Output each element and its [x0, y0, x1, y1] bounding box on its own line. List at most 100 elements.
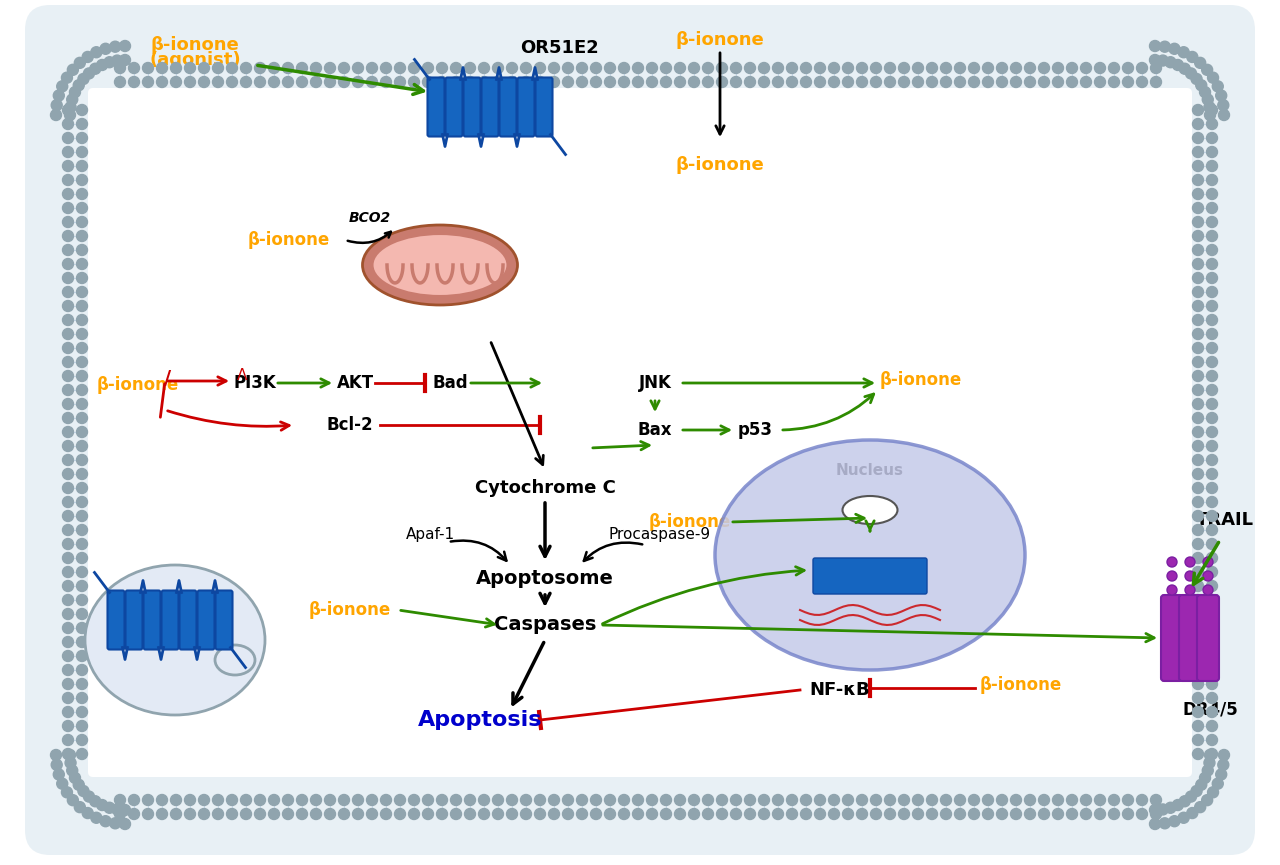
- Circle shape: [1199, 772, 1211, 784]
- Circle shape: [521, 62, 531, 74]
- Circle shape: [156, 794, 168, 805]
- Circle shape: [1207, 399, 1217, 409]
- Circle shape: [507, 794, 517, 805]
- Circle shape: [969, 62, 979, 74]
- Circle shape: [1193, 132, 1203, 144]
- Circle shape: [77, 132, 87, 144]
- Circle shape: [913, 62, 923, 74]
- Circle shape: [535, 76, 545, 87]
- Circle shape: [64, 749, 76, 760]
- Circle shape: [1185, 791, 1197, 802]
- Circle shape: [77, 497, 87, 508]
- Circle shape: [1080, 62, 1092, 74]
- Circle shape: [63, 370, 73, 381]
- Circle shape: [451, 809, 462, 819]
- Circle shape: [63, 300, 73, 311]
- Circle shape: [366, 62, 378, 74]
- Text: PI3K: PI3K: [234, 374, 276, 392]
- Circle shape: [1193, 216, 1203, 227]
- Circle shape: [63, 469, 73, 479]
- Circle shape: [82, 808, 93, 818]
- Circle shape: [422, 794, 434, 805]
- Circle shape: [63, 440, 73, 452]
- Circle shape: [632, 76, 644, 87]
- Circle shape: [77, 175, 87, 185]
- Circle shape: [352, 794, 364, 805]
- Circle shape: [618, 76, 630, 87]
- Circle shape: [297, 809, 307, 819]
- Circle shape: [646, 76, 658, 87]
- Circle shape: [745, 76, 755, 87]
- Circle shape: [61, 787, 73, 798]
- Circle shape: [77, 315, 87, 325]
- Circle shape: [63, 539, 73, 549]
- Circle shape: [549, 76, 559, 87]
- Circle shape: [63, 707, 73, 717]
- Circle shape: [156, 809, 168, 819]
- Circle shape: [1192, 74, 1202, 85]
- Circle shape: [63, 245, 73, 255]
- Circle shape: [297, 62, 307, 74]
- Circle shape: [63, 497, 73, 508]
- Circle shape: [110, 817, 120, 829]
- Circle shape: [521, 809, 531, 819]
- Circle shape: [1052, 76, 1064, 87]
- Circle shape: [856, 809, 868, 819]
- FancyBboxPatch shape: [1179, 595, 1201, 681]
- Circle shape: [913, 76, 923, 87]
- Circle shape: [717, 794, 727, 805]
- Circle shape: [759, 76, 769, 87]
- Circle shape: [1207, 175, 1217, 185]
- Circle shape: [507, 76, 517, 87]
- Circle shape: [759, 794, 769, 805]
- Circle shape: [1207, 623, 1217, 633]
- Circle shape: [63, 272, 73, 284]
- Circle shape: [1193, 329, 1203, 339]
- Circle shape: [1010, 809, 1021, 819]
- Circle shape: [675, 809, 686, 819]
- Circle shape: [97, 799, 108, 811]
- Circle shape: [1207, 413, 1217, 424]
- Circle shape: [1193, 272, 1203, 284]
- Circle shape: [338, 76, 349, 87]
- Circle shape: [856, 794, 868, 805]
- Circle shape: [590, 794, 602, 805]
- Circle shape: [1185, 585, 1196, 595]
- Circle shape: [1193, 608, 1203, 619]
- Circle shape: [786, 809, 797, 819]
- Circle shape: [646, 794, 658, 805]
- Circle shape: [828, 794, 840, 805]
- Circle shape: [1194, 57, 1206, 68]
- Circle shape: [1193, 300, 1203, 311]
- Circle shape: [941, 794, 951, 805]
- Circle shape: [63, 343, 73, 354]
- Circle shape: [1167, 571, 1178, 581]
- Circle shape: [338, 62, 349, 74]
- Circle shape: [63, 623, 73, 633]
- Text: Λ: Λ: [237, 368, 247, 382]
- Circle shape: [77, 399, 87, 409]
- Circle shape: [731, 62, 741, 74]
- Text: β-ionone: β-ionone: [649, 513, 731, 531]
- Circle shape: [77, 413, 87, 424]
- Circle shape: [562, 62, 573, 74]
- Circle shape: [1094, 76, 1106, 87]
- Circle shape: [576, 809, 588, 819]
- Circle shape: [170, 809, 182, 819]
- Circle shape: [1207, 454, 1217, 465]
- Circle shape: [1207, 105, 1217, 116]
- Circle shape: [590, 76, 602, 87]
- Circle shape: [1193, 650, 1203, 662]
- Circle shape: [1108, 62, 1120, 74]
- Circle shape: [142, 794, 154, 805]
- Circle shape: [68, 795, 78, 805]
- Circle shape: [983, 809, 993, 819]
- Circle shape: [604, 794, 616, 805]
- Circle shape: [814, 809, 826, 819]
- Circle shape: [325, 62, 335, 74]
- Circle shape: [814, 62, 826, 74]
- Circle shape: [1203, 557, 1213, 567]
- Circle shape: [1207, 510, 1217, 522]
- Circle shape: [870, 76, 882, 87]
- Circle shape: [1066, 794, 1078, 805]
